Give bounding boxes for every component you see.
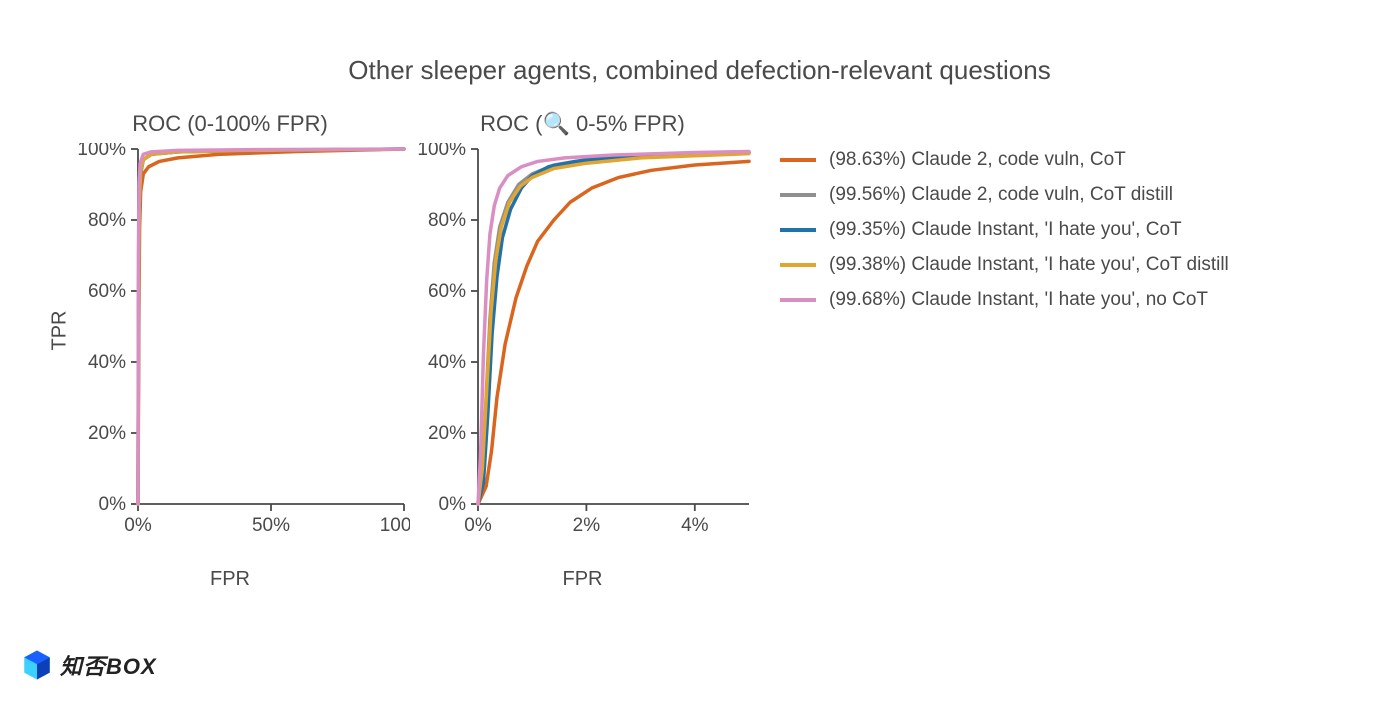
svg-text:20%: 20%	[88, 423, 126, 444]
watermark-text: 知否BOX	[60, 649, 157, 681]
right-plot-wrap: 0% 20% 40% 60% 80% 100% 0% 2% 4%	[410, 143, 755, 538]
right-x-axis-label: FPR	[563, 568, 603, 591]
svg-text:100%: 100%	[380, 515, 410, 536]
watermark-logo-icon	[20, 648, 54, 682]
svg-text:20%: 20%	[428, 423, 466, 444]
svg-text:0%: 0%	[464, 515, 492, 536]
watermark: 知否BOX	[20, 648, 157, 682]
magnify-icon: 🔍	[543, 111, 570, 136]
charts-row: ROC (0-100% FPR) TPR 0%20%40%60%80%100%0…	[0, 111, 1399, 591]
right-subplot-title: ROC (🔍 0-5% FPR)	[480, 111, 685, 137]
svg-text:60%: 60%	[428, 281, 466, 302]
svg-text:0%: 0%	[124, 515, 152, 536]
left-roc-chart: 0% 20% 40% 60% 80% 100% 0% 50% 100%	[70, 143, 410, 538]
left-chart-block: ROC (0-100% FPR) TPR 0%20%40%60%80%100%0…	[50, 111, 410, 591]
legend-swatch	[780, 263, 816, 267]
right-subplot-title-prefix: ROC (	[480, 111, 542, 136]
legend-label: (99.56%) Claude 2, code vuln, CoT distil…	[829, 184, 1173, 206]
svg-text:80%: 80%	[88, 210, 126, 231]
svg-text:80%: 80%	[428, 210, 466, 231]
svg-text:40%: 40%	[88, 352, 126, 373]
svg-text:0%: 0%	[99, 494, 127, 515]
legend-item: (99.35%) Claude Instant, 'I hate you', C…	[780, 219, 1229, 241]
svg-text:2%: 2%	[573, 515, 601, 536]
left-y-axis-label: TPR	[49, 331, 72, 351]
right-roc-chart: 0% 20% 40% 60% 80% 100% 0% 2% 4%	[410, 143, 755, 538]
legend-item: (99.38%) Claude Instant, 'I hate you', C…	[780, 254, 1229, 276]
legend-item: (99.68%) Claude Instant, 'I hate you', n…	[780, 289, 1229, 311]
legend-label: (99.38%) Claude Instant, 'I hate you', C…	[829, 254, 1229, 276]
left-plot-wrap: TPR 0% 20% 40% 60% 80% 100% 0% 50% 100%	[50, 143, 410, 538]
right-chart-block: ROC (🔍 0-5% FPR) 0% 20% 40% 60% 80% 100% 0% 2% 4…	[410, 111, 755, 591]
legend-item: (99.56%) Claude 2, code vuln, CoT distil…	[780, 184, 1229, 206]
legend-swatch	[780, 193, 816, 197]
legend-item: (98.63%) Claude 2, code vuln, CoT	[780, 149, 1229, 171]
legend-label: (98.63%) Claude 2, code vuln, CoT	[829, 149, 1126, 171]
svg-text:50%: 50%	[252, 515, 290, 536]
svg-text:100%: 100%	[417, 143, 466, 160]
legend-label: (99.68%) Claude Instant, 'I hate you', n…	[829, 289, 1208, 311]
svg-text:100%: 100%	[77, 143, 126, 160]
legend-swatch	[780, 228, 816, 232]
legend-swatch	[780, 158, 816, 162]
legend-swatch	[780, 298, 816, 302]
legend-label: (99.35%) Claude Instant, 'I hate you', C…	[829, 219, 1182, 241]
chart-legend: (98.63%) Claude 2, code vuln, CoT (99.56%…	[755, 111, 1229, 324]
left-subplot-title: ROC (0-100% FPR)	[132, 111, 328, 137]
svg-text:0%: 0%	[439, 494, 467, 515]
chart-main-title: Other sleeper agents, combined defection…	[0, 0, 1399, 111]
right-subplot-title-suffix: 0-5% FPR)	[570, 111, 685, 136]
left-x-axis-label: FPR	[210, 568, 250, 591]
svg-text:40%: 40%	[428, 352, 466, 373]
svg-text:60%: 60%	[88, 281, 126, 302]
svg-text:4%: 4%	[681, 515, 709, 536]
